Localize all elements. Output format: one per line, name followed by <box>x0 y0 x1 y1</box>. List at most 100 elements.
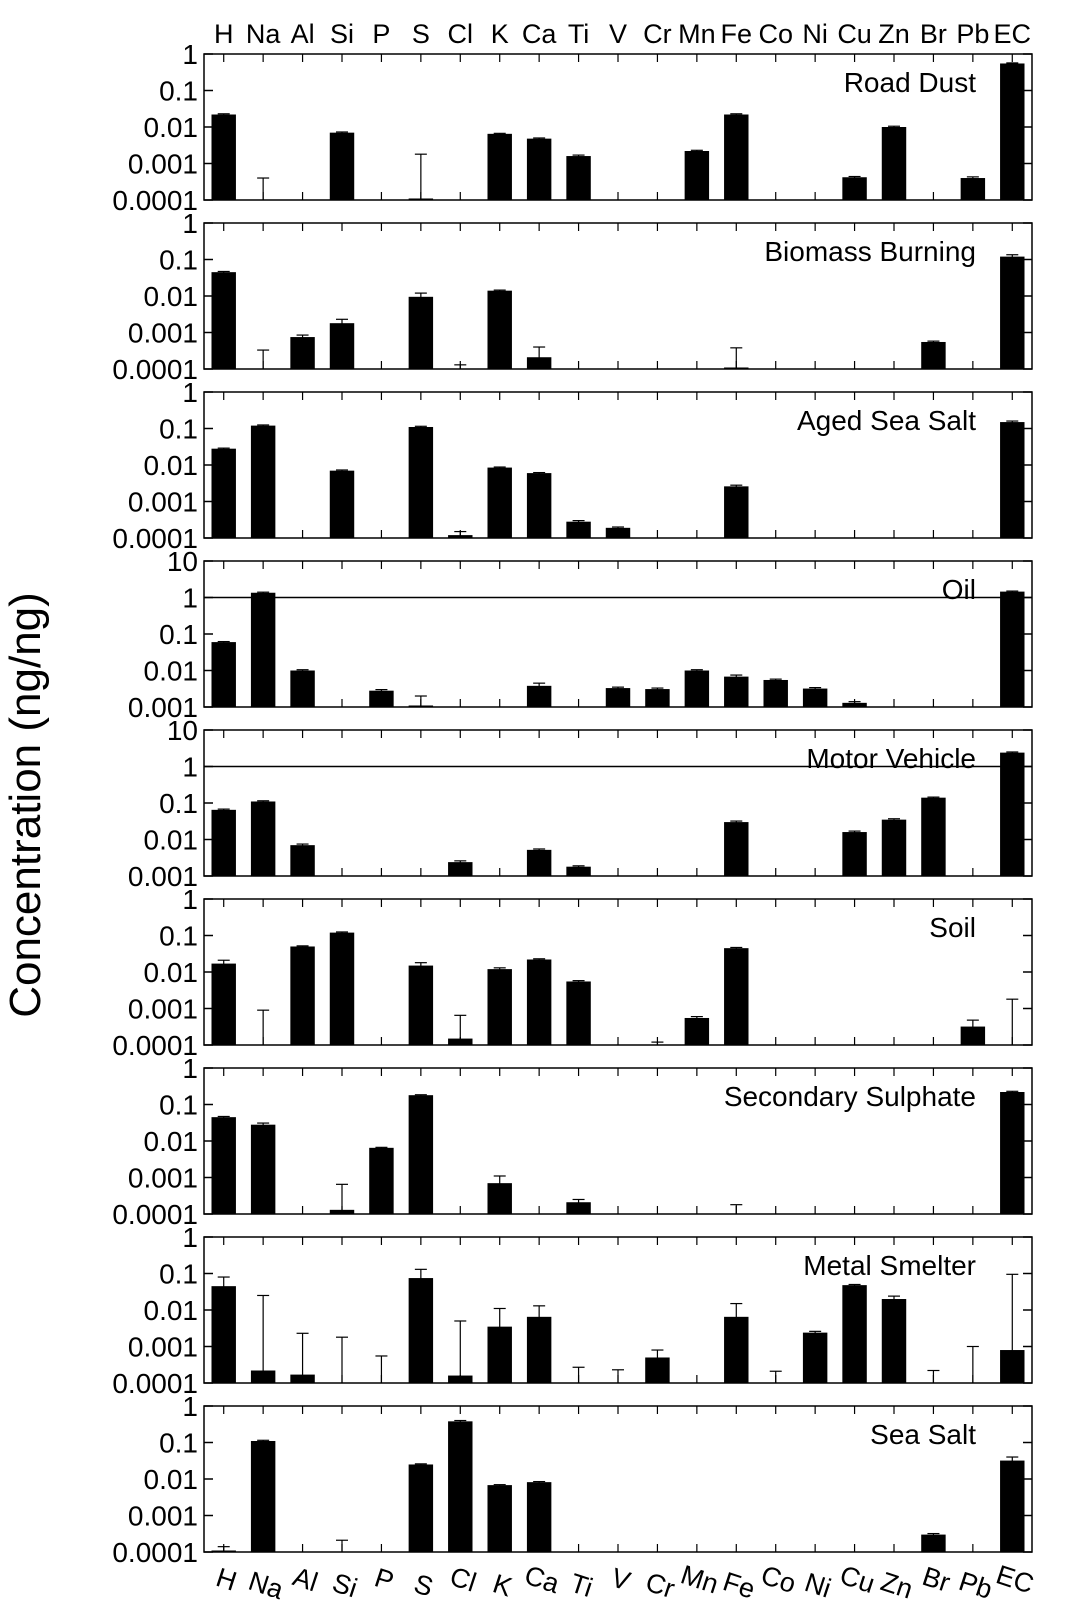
category-label-top: EC <box>994 19 1032 49</box>
bar-cl <box>448 535 473 538</box>
bar-ti <box>566 521 591 538</box>
bar-p <box>369 1147 394 1214</box>
bar-si <box>329 323 355 369</box>
panel-title: Sea Salt <box>870 1419 976 1450</box>
y-tick-label: 1 <box>182 39 198 70</box>
panel-aged-sea-salt: 0.0001 0.001 0.01 0.1 1 Aged Sea Salt <box>112 377 1033 554</box>
y-tick-label: 0.1 <box>159 76 198 107</box>
y-tick-label: 0.001 <box>128 149 198 180</box>
bar-ec <box>1000 752 1025 876</box>
category-label-bottom: Co <box>757 1560 799 1599</box>
y-tick-label: 0.1 <box>159 1259 198 1290</box>
bar-zn <box>881 127 907 200</box>
category-label-bottom: Br <box>919 1561 954 1598</box>
y-tick-label: 0.1 <box>159 921 198 952</box>
panel-soil: 0.0001 0.001 0.01 0.1 1 Soil <box>112 884 1033 1061</box>
bar-cl <box>448 1038 473 1045</box>
bar-s <box>408 965 434 1045</box>
panel-frame <box>203 560 1033 708</box>
y-tick-label: 0.0001 <box>112 354 198 385</box>
panel-title: Soil <box>929 912 976 943</box>
category-label-bottom: Pb <box>955 1566 996 1605</box>
y-tick-label: 10 <box>167 546 198 577</box>
bar-fe <box>724 822 749 876</box>
bar-ec <box>1000 1350 1025 1383</box>
bar-ca <box>526 138 552 200</box>
y-tick-label: 0.0001 <box>112 1199 198 1230</box>
y-tick-label: 1 <box>182 1222 198 1253</box>
bar-h <box>211 1550 236 1552</box>
bar-h <box>211 963 236 1045</box>
bar-s <box>408 705 434 707</box>
bar-br <box>921 1534 946 1552</box>
bar-cr <box>645 689 670 707</box>
category-label-bottom: Ca <box>521 1560 564 1600</box>
category-label-top: Cu <box>837 19 872 49</box>
bar-cu <box>842 177 867 200</box>
category-label-bottom: EC <box>993 1559 1038 1599</box>
category-label-bottom: Cu <box>836 1560 878 1599</box>
bar-ca <box>526 685 552 707</box>
y-tick-label: 0.0001 <box>112 185 198 216</box>
bar-h <box>211 809 236 876</box>
panel-title: Secondary Sulphate <box>724 1081 976 1112</box>
bar-ti <box>566 981 591 1045</box>
top-category-labels: H Na Al Si P S Cl K Ca Ti V Cr Mn Fe Co Ni Cu Zn Br Pb EC <box>214 19 1031 49</box>
panel-frame <box>203 898 1033 1046</box>
bar-ca <box>526 849 552 876</box>
bar-ec <box>1000 1092 1025 1214</box>
panel-title: Road Dust <box>844 67 977 98</box>
category-label-top: P <box>372 19 390 49</box>
bar-ec <box>1000 63 1025 200</box>
bar-k <box>487 133 512 200</box>
category-label-top: Cr <box>643 19 672 49</box>
panel-oil: 0.001 0.01 0.1 1 10 Oil <box>128 546 1033 723</box>
bar-ni <box>802 688 828 707</box>
bar-ca <box>526 1316 552 1383</box>
bar-ca <box>526 357 552 369</box>
bar-ti <box>566 866 591 876</box>
y-tick-label: 0.0001 <box>112 1368 198 1399</box>
y-tick-label: 0.001 <box>128 692 198 723</box>
bar-al <box>290 337 315 369</box>
bar-fe <box>724 1316 749 1383</box>
bar-al <box>290 845 315 876</box>
bar-co <box>763 679 788 707</box>
bar-k <box>487 969 512 1045</box>
bar-v <box>605 688 631 707</box>
y-tick-label: 1 <box>182 377 198 408</box>
y-tick-label: 0.01 <box>144 957 199 988</box>
bar-na <box>250 1440 276 1552</box>
bar-na <box>250 1124 276 1214</box>
panel-biomass-burning: 0.0001 0.001 0.01 0.1 1 Biomass Burning <box>112 208 1033 385</box>
bar-ti <box>566 156 591 200</box>
category-label-top: Mn <box>678 19 716 49</box>
bar-ec <box>1000 256 1025 369</box>
bar-cu <box>842 832 867 876</box>
category-label-bottom: Mn <box>677 1559 722 1599</box>
bar-al <box>290 946 315 1045</box>
bar-br <box>921 797 946 876</box>
panel-title: Metal Smelter <box>803 1250 976 1281</box>
y-tick-label: 0.001 <box>128 487 198 518</box>
y-tick-label: 1 <box>182 208 198 239</box>
y-tick-label: 0.001 <box>128 1501 198 1532</box>
bar-cl <box>448 862 473 876</box>
bar-na <box>250 425 276 538</box>
category-label-bottom: Cr <box>642 1567 678 1604</box>
y-axis-label: Concentration (ng/ng) <box>1 592 50 1018</box>
bar-mn <box>684 670 710 707</box>
y-tick-label: 0.01 <box>144 112 199 143</box>
bar-si <box>329 132 355 200</box>
bar-si <box>329 470 355 538</box>
category-label-bottom: K <box>489 1568 515 1602</box>
y-tick-label: 0.01 <box>144 1464 199 1495</box>
category-label-top: Fe <box>721 19 753 49</box>
bar-ca <box>526 473 552 538</box>
y-tick-label: 0.01 <box>144 1295 199 1326</box>
bar-ec <box>1000 591 1025 707</box>
y-tick-label: 1 <box>182 752 198 783</box>
category-label-bottom: Al <box>289 1561 321 1597</box>
